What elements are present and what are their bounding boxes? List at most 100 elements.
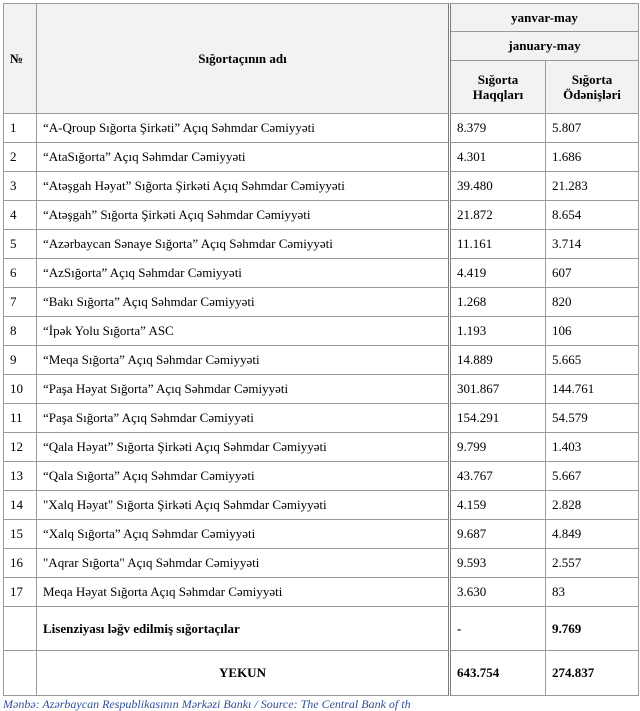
revoked-name: Lisenziyası ləğv edilmiş sığortaçılar (36, 606, 450, 651)
row-number: 6 (3, 258, 37, 288)
payments: 820 (545, 287, 639, 317)
header-col2: Sığorta Ödənişləri (563, 71, 621, 102)
row: 13 “Qala Sığorta” Açıq Səhmdar Cəmiyyəti 4… (3, 461, 639, 491)
header-col1: Sığorta Haqqları (472, 71, 524, 102)
row-number: 3 (3, 171, 37, 201)
total-row: YEKUN 643.754 274.837 (3, 650, 639, 696)
premiums: 39.480 (448, 171, 546, 201)
payments: 83 (545, 577, 639, 607)
insurer-name: "Aqrar Sığorta" Açıq Səhmdar Cəmiyyəti (36, 548, 450, 578)
revoked-premiums: - (448, 606, 546, 651)
insurer-name: “Atəşgah” Sığorta Şirkəti Açıq Səhmdar C… (36, 200, 450, 230)
premiums: 1.193 (448, 316, 546, 346)
row-number: 11 (3, 403, 37, 433)
premiums: 9.687 (448, 519, 546, 549)
payments: 144.761 (545, 374, 639, 404)
source: Mənbə: Azərbaycan Respublikasının Mərkəz… (3, 697, 450, 711)
header-number: № (3, 3, 37, 114)
payments: 5.807 (545, 113, 639, 143)
payments: 1.686 (545, 142, 639, 172)
row: 9 “Meqa Sığorta” Açıq Səhmdar Cəmiyyəti 14… (3, 345, 639, 375)
row-number: 5 (3, 229, 37, 259)
payments: 8.654 (545, 200, 639, 230)
row-number: 10 (3, 374, 37, 404)
insurer-name: “A-Qroup Sığorta Şirkəti” Açıq Səhmdar C… (36, 113, 450, 143)
payments: 3.714 (545, 229, 639, 259)
premiums: 1.268 (448, 287, 546, 317)
table-body: 1 “A-Qroup Sığorta Şirkəti” Açıq Səhmdar … (3, 113, 639, 696)
insurer-name: “AtaSığorta” Açıq Səhmdar Cəmiyyəti (36, 142, 450, 172)
table-wrap: № Sığortaçının adı yanvar-may january-ma… (3, 3, 639, 696)
payments: 54.579 (545, 403, 639, 433)
revoked-payments: 9.769 (545, 606, 639, 651)
row: 6 “AzSığorta” Açıq Səhmdar Cəmiyyəti 4.419… (3, 258, 639, 288)
insurer-name: “İpək Yolu Sığorta” ASC (36, 316, 450, 346)
header-period-az: yanvar-may (448, 3, 639, 32)
row: 15 “Xalq Sığorta” Açıq Səhmdar Cəmiyyəti 9… (3, 519, 639, 549)
premiums: 43.767 (448, 461, 546, 491)
row: 11 “Paşa Sığorta” Açıq Səhmdar Cəmiyyəti 1… (3, 403, 639, 433)
row-number: 13 (3, 461, 37, 491)
premiums: 301.867 (448, 374, 546, 404)
row-number: 17 (3, 577, 37, 607)
row: 2 “AtaSığorta” Açıq Səhmdar Cəmiyyəti 4.30… (3, 142, 639, 172)
payments: 1.403 (545, 432, 639, 462)
premiums: 11.161 (448, 229, 546, 259)
header-name: Sığortaçının adı (36, 3, 450, 114)
row-number: 9 (3, 345, 37, 375)
row: 7 “Bakı Sığorta” Açıq Səhmdar Cəmiyyəti 1.… (3, 287, 639, 317)
payments: 21.283 (545, 171, 639, 201)
row: 5 “Azərbaycan Sənaye Sığorta” Açıq Səhmda… (3, 229, 639, 259)
row: 3 “Atəşgah Həyat” Sığorta Şirkəti Açıq Sə… (3, 171, 639, 201)
table: № Sığortaçının adı yanvar-may january-ma… (3, 3, 639, 696)
row-number: 1 (3, 113, 37, 143)
insurer-name: “Bakı Sığorta” Açıq Səhmdar Cəmiyyəti (36, 287, 450, 317)
row: 17 Meqa Həyat Sığorta Açıq Səhmdar Cəmiyy… (3, 577, 639, 607)
insurer-name: “AzSığorta” Açıq Səhmdar Cəmiyyəti (36, 258, 450, 288)
row: 16 "Aqrar Sığorta" Açıq Səhmdar Cəmiyyəti… (3, 548, 639, 578)
premiums: 4.159 (448, 490, 546, 520)
row-number: 14 (3, 490, 37, 520)
insurer-name: Meqa Həyat Sığorta Açıq Səhmdar Cəmiyyət… (36, 577, 450, 607)
premiums: 3.630 (448, 577, 546, 607)
premiums: 9.593 (448, 548, 546, 578)
payments: 5.665 (545, 345, 639, 375)
header-period-en: january-may (448, 31, 639, 61)
insurer-name: “Qala Həyat” Sığorta Şirkəti Açıq Səhmda… (36, 432, 450, 462)
payments: 106 (545, 316, 639, 346)
row-number: 16 (3, 548, 37, 578)
premiums: 8.379 (448, 113, 546, 143)
insurer-name: “Paşa Sığorta” Açıq Səhmdar Cəmiyyəti (36, 403, 450, 433)
premiums: 21.872 (448, 200, 546, 230)
insurer-name: “Meqa Sığorta” Açıq Səhmdar Cəmiyyəti (36, 345, 450, 375)
premiums: 14.889 (448, 345, 546, 375)
row: 1 “A-Qroup Sığorta Şirkəti” Açıq Səhmdar … (3, 113, 639, 143)
premiums: 154.291 (448, 403, 546, 433)
insurer-name: "Xalq Həyat" Sığorta Şirkəti Açıq Səhmda… (36, 490, 450, 520)
revoked-row: Lisenziyası ləğv edilmiş sığortaçılar -9.… (3, 606, 639, 651)
row-number: 8 (3, 316, 37, 346)
empty-cell (3, 650, 37, 696)
premiums: 9.799 (448, 432, 546, 462)
row-number: 7 (3, 287, 37, 317)
insurer-name: “Azərbaycan Sənaye Sığorta” Açıq Səhmdar… (36, 229, 450, 259)
insurer-name: “Xalq Sığorta” Açıq Səhmdar Cəmiyyəti (36, 519, 450, 549)
total-payments: 274.837 (545, 650, 639, 696)
insurer-name: “Qala Sığorta” Açıq Səhmdar Cəmiyyəti (36, 461, 450, 491)
empty-cell (3, 606, 37, 651)
payments: 607 (545, 258, 639, 288)
row-number: 12 (3, 432, 37, 462)
row: 14 "Xalq Həyat" Sığorta Şirkəti Açıq Səhm… (3, 490, 639, 520)
payments: 5.667 (545, 461, 639, 491)
row: 12 “Qala Həyat” Sığorta Şirkəti Açıq Səhm… (3, 432, 639, 462)
row: 4 “Atəşgah” Sığorta Şirkəti Açıq Səhmdar … (3, 200, 639, 230)
row-number: 15 (3, 519, 37, 549)
total-name: YEKUN (36, 650, 450, 696)
source-en: / Source: The Central Bank of th (251, 697, 411, 711)
total-premiums: 643.754 (448, 650, 546, 696)
payments: 4.849 (545, 519, 639, 549)
premiums: 4.419 (448, 258, 546, 288)
row: 10 “Paşa Həyat Sığorta” Açıq Səhmdar Cəmi… (3, 374, 639, 404)
row-number: 4 (3, 200, 37, 230)
